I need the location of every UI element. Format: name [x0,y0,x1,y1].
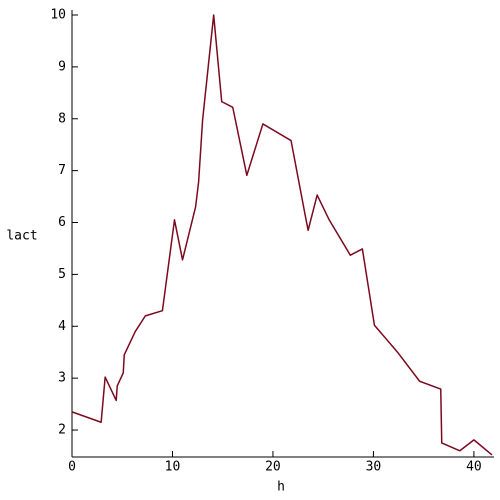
y-tick-label: 10 [50,8,66,23]
y-tick-label: 2 [58,423,66,438]
y-tick-label: 6 [58,215,66,230]
x-tick-label: 30 [366,460,382,475]
y-tick-label: 7 [58,163,66,178]
x-tick-label: 20 [265,460,281,475]
y-tick-label: 4 [58,319,66,334]
y-axis-label: lact [6,229,37,244]
x-axis-label: h [277,480,285,495]
y-tick-label: 3 [58,371,66,386]
y-tick-label: 5 [58,267,66,282]
x-tick-label: 10 [165,460,181,475]
x-tick-label: 0 [68,460,76,475]
x-tick-label: 40 [466,460,482,475]
data-line [71,14,493,456]
y-tick-label: 9 [58,59,66,74]
y-tick-label: 8 [58,111,66,126]
